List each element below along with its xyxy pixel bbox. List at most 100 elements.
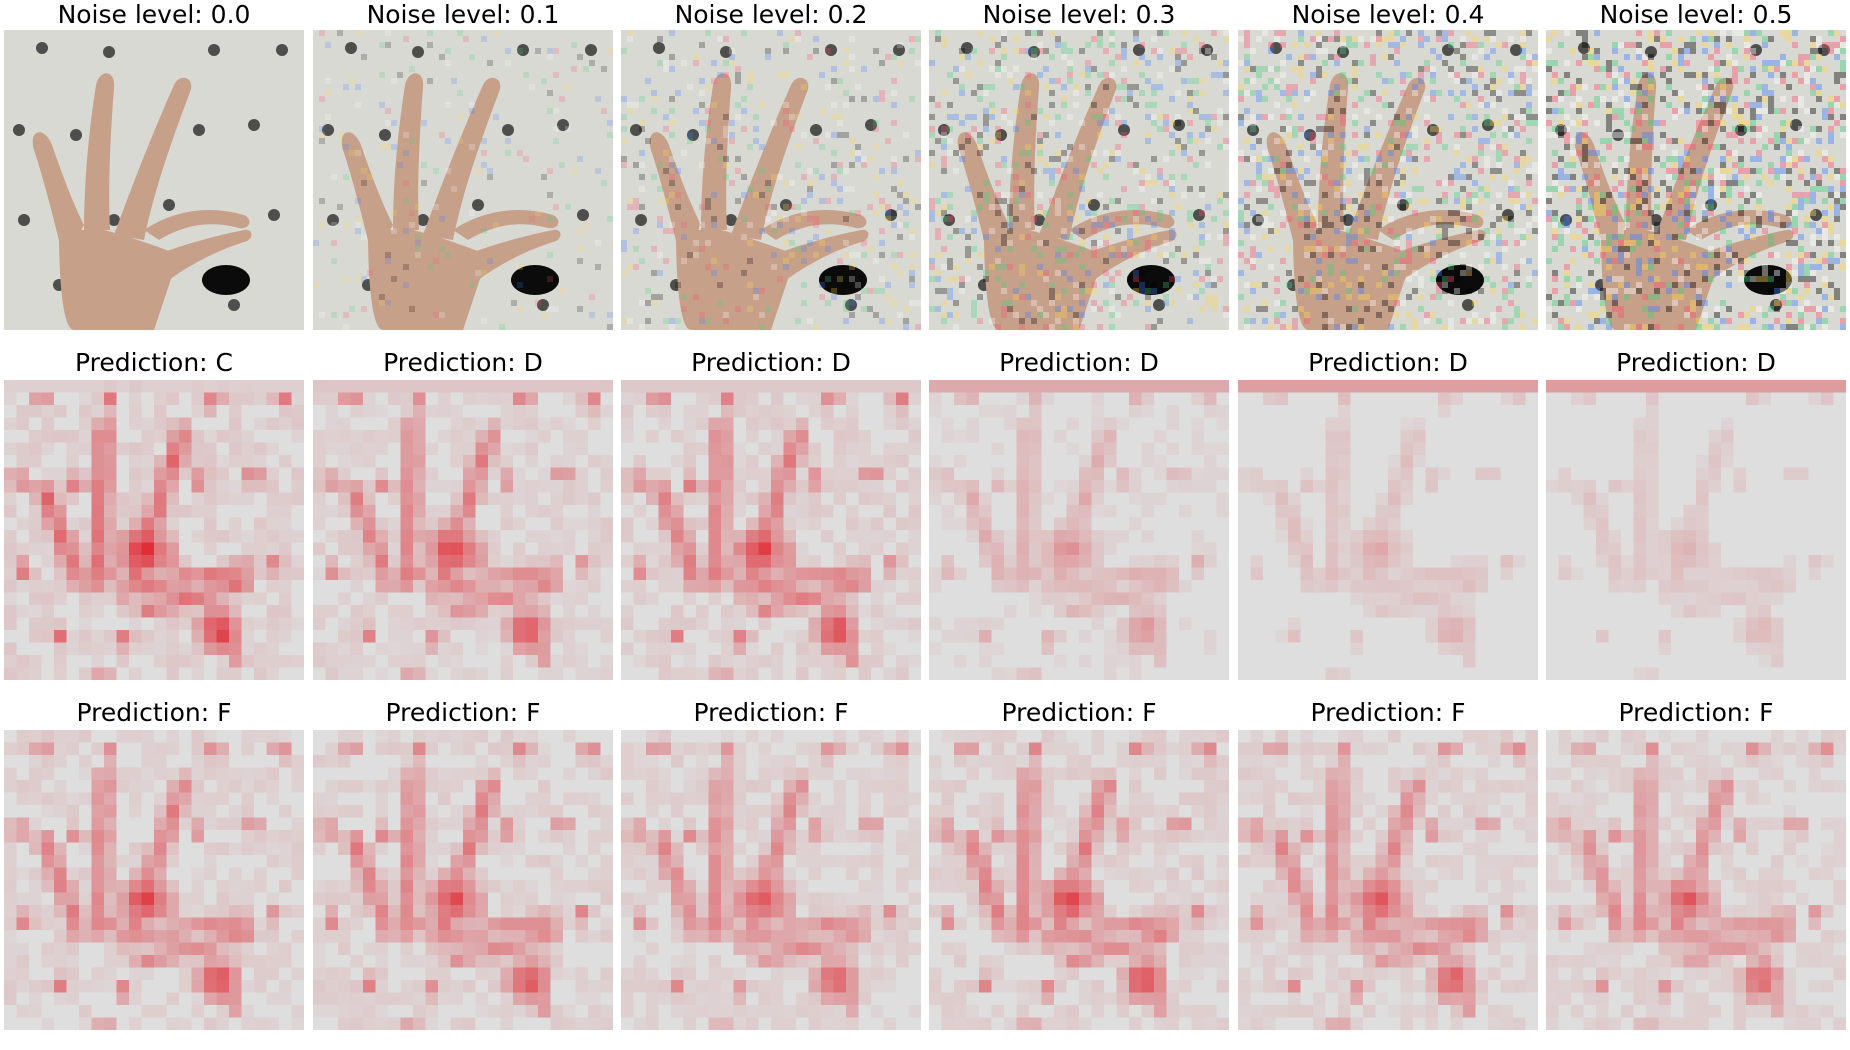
noise-pixel — [1103, 120, 1109, 126]
heatmap-cell — [871, 492, 884, 505]
noise-pixel — [1630, 90, 1636, 96]
heatmap-cell — [708, 655, 721, 668]
noise-pixel — [1031, 246, 1037, 252]
noise-pixel — [1810, 66, 1816, 72]
noise-pixel — [1720, 96, 1726, 102]
noise-pixel — [385, 108, 391, 114]
heatmap-cell — [363, 392, 376, 405]
noise-pixel — [1834, 42, 1840, 48]
noise-pixel — [1786, 144, 1792, 150]
noise-pixel — [1175, 276, 1181, 282]
heatmap-cell — [746, 517, 759, 530]
noise-pixel — [1298, 288, 1304, 294]
noise-pixel — [915, 60, 921, 66]
noise-pixel — [535, 48, 541, 54]
noise-pixel — [1193, 246, 1199, 252]
heatmap-cell — [746, 667, 759, 680]
heatmap-cell — [475, 492, 488, 505]
noise-pixel — [1768, 252, 1774, 258]
noise-pixel — [1532, 66, 1538, 72]
noise-pixel — [1654, 30, 1660, 36]
noise-pixel — [1268, 186, 1274, 192]
heatmap-cell — [1091, 380, 1104, 393]
noise-pixel — [1091, 216, 1097, 222]
noise-pixel — [1358, 96, 1364, 102]
heatmap-cell — [1029, 405, 1042, 418]
noise-pixel — [1364, 180, 1370, 186]
noise-pixel — [1702, 252, 1708, 258]
noise-pixel — [1103, 48, 1109, 54]
heatmap-cell — [438, 580, 451, 593]
noise-pixel — [1193, 270, 1199, 276]
noise-pixel — [1097, 42, 1103, 48]
noise-pixel — [1193, 252, 1199, 258]
wall-dot — [885, 209, 897, 221]
saliency-heatmap-panel — [929, 380, 1229, 680]
heatmap-cell — [16, 442, 29, 455]
noise-pixel — [1055, 204, 1061, 210]
noise-pixel — [1786, 204, 1792, 210]
noise-pixel — [741, 126, 747, 132]
noise-pixel — [1430, 240, 1436, 246]
noise-pixel — [1436, 270, 1442, 276]
wall-dot — [345, 42, 357, 54]
noise-pixel — [1244, 108, 1250, 114]
heatmap-cell — [54, 617, 67, 630]
heatmap-cell — [671, 430, 684, 443]
heatmap-cell — [513, 642, 526, 655]
noise-pixel — [1792, 270, 1798, 276]
noise-pixel — [681, 294, 687, 300]
noise-pixel — [1678, 162, 1684, 168]
noise-pixel — [1804, 192, 1810, 198]
wall-dot — [193, 124, 205, 136]
noise-pixel — [1804, 276, 1810, 282]
noise-pixel — [995, 180, 1001, 186]
noise-pixel — [1552, 234, 1558, 240]
noise-pixel — [1840, 180, 1846, 186]
noise-pixel — [747, 306, 753, 312]
noise-pixel — [891, 210, 897, 216]
heatmap-cell — [166, 542, 179, 555]
noise-pixel — [1358, 204, 1364, 210]
heatmap-cell — [204, 405, 217, 418]
heatmap-cell — [833, 617, 846, 630]
heatmap-cell — [908, 630, 921, 643]
heatmap-cell — [475, 392, 488, 405]
noise-pixel — [1508, 216, 1514, 222]
noise-pixel — [1630, 168, 1636, 174]
noise-pixel — [1358, 276, 1364, 282]
noise-pixel — [681, 150, 687, 156]
noise-pixel — [1286, 162, 1292, 168]
noise-pixel — [1472, 72, 1478, 78]
heatmap-cell — [500, 442, 513, 455]
noise-pixel — [1780, 120, 1786, 126]
noise-pixel — [517, 150, 523, 156]
noise-pixel — [1822, 114, 1828, 120]
heatmap-cell — [538, 480, 551, 493]
noise-pixel — [1121, 54, 1127, 60]
noise-pixel — [879, 276, 885, 282]
noise-pixel — [1244, 222, 1250, 228]
noise-pixel — [1834, 48, 1840, 54]
heatmap-cell — [846, 555, 859, 568]
noise-pixel — [1460, 42, 1466, 48]
noise-pixel — [1121, 48, 1127, 54]
noise-pixel — [1702, 300, 1708, 306]
noise-pixel — [445, 252, 451, 258]
noise-pixel — [941, 126, 947, 132]
noise-pixel — [1672, 48, 1678, 54]
noise-pixel — [1508, 318, 1514, 324]
noise-pixel — [1810, 54, 1816, 60]
noise-pixel — [977, 30, 983, 36]
noise-pixel — [1037, 132, 1043, 138]
noise-pixel — [1304, 168, 1310, 174]
noise-pixel — [977, 264, 983, 270]
noise-pixel — [1672, 300, 1678, 306]
heatmap-cell — [254, 642, 267, 655]
noise-pixel — [1834, 294, 1840, 300]
noise-pixel — [1304, 90, 1310, 96]
heatmap-cell — [550, 417, 563, 430]
heatmap-cell — [463, 392, 476, 405]
noise-pixel — [1358, 294, 1364, 300]
heatmap-cell — [79, 542, 92, 555]
